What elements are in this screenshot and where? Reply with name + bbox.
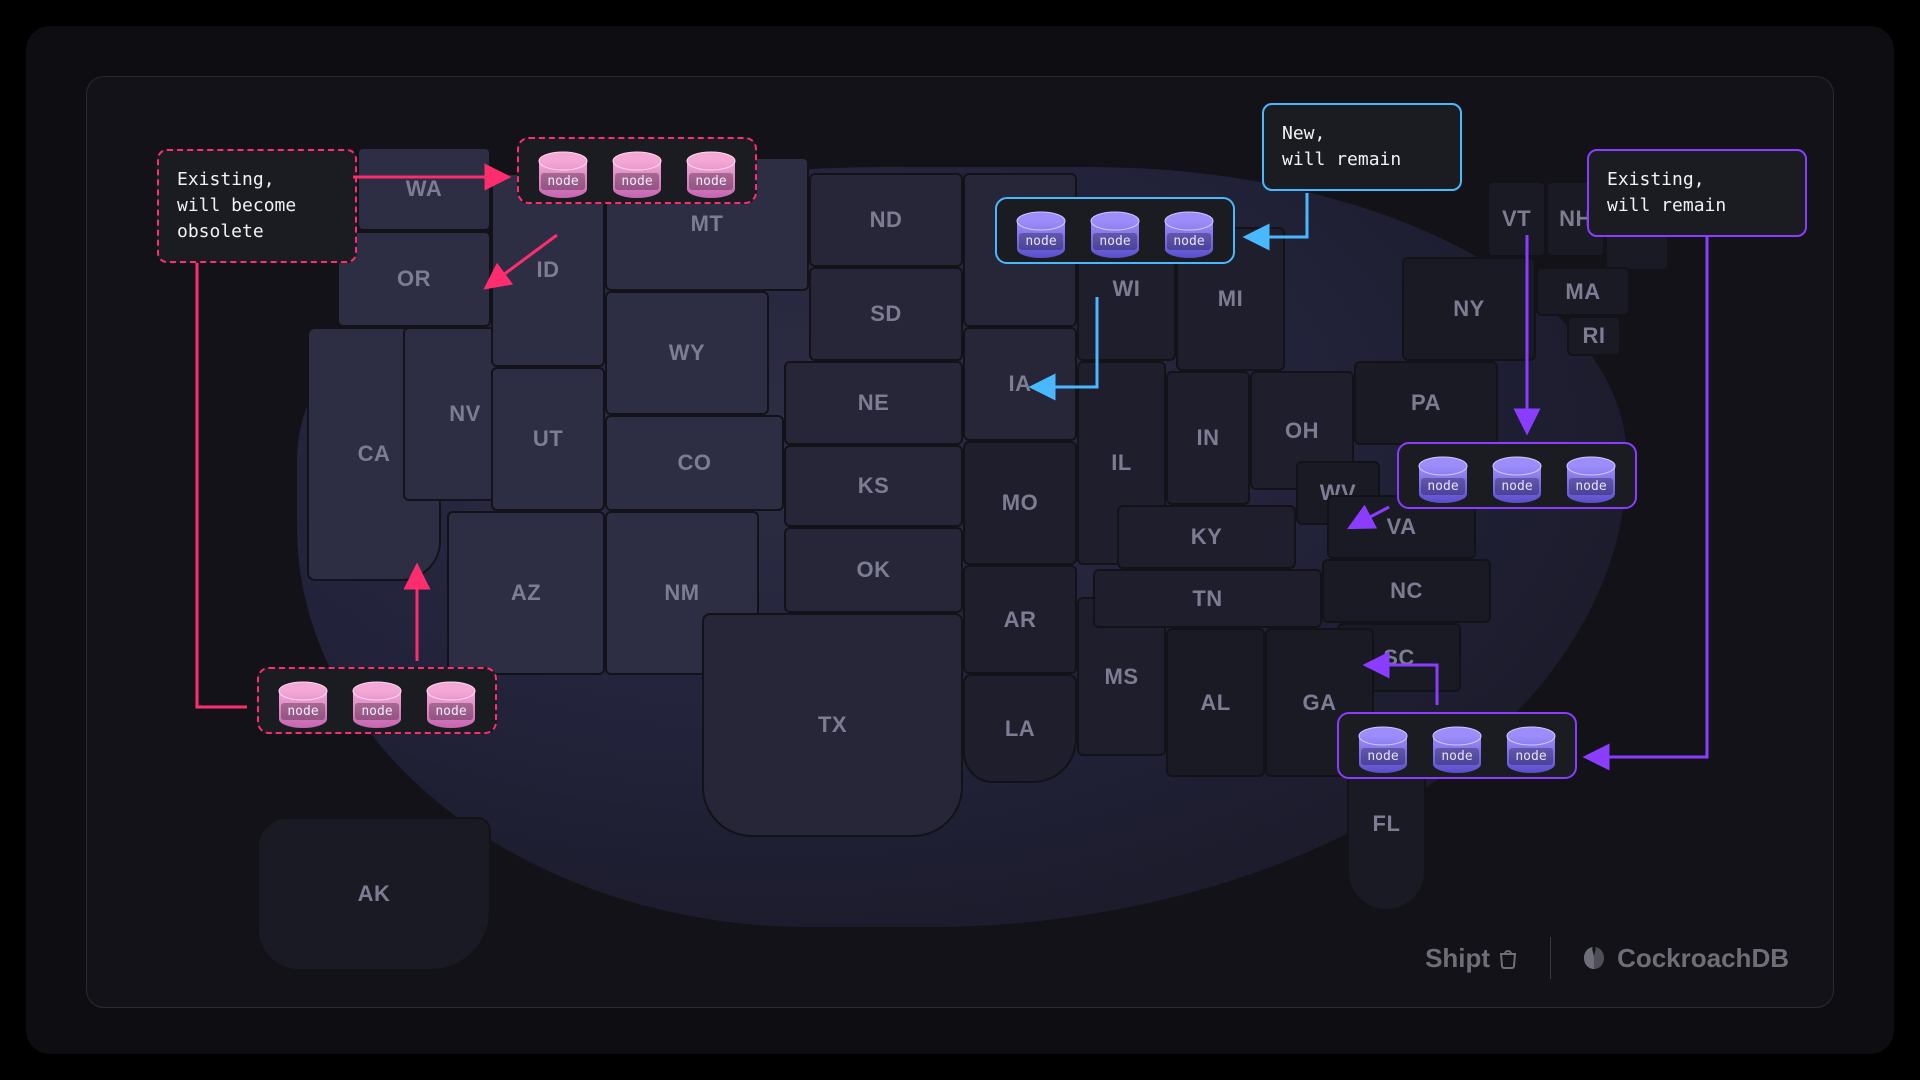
cockroach-icon [1581,943,1607,973]
logo-cockroachdb: CockroachDB [1581,943,1789,974]
state-co: CO [605,415,784,511]
db-node: node [349,681,405,720]
db-node: node [423,681,479,720]
state-ok: OK [784,527,963,613]
cluster-nw: node node node [517,137,757,204]
state-al: AL [1166,628,1265,777]
db-node: node [1563,456,1619,495]
state-nd: ND [809,173,963,267]
state-tx: TX [702,613,963,837]
db-node: node [1489,456,1545,495]
cluster-se: node node node [1337,712,1577,779]
state-wy: WY [605,291,769,415]
callout-line: will become [177,193,337,219]
state-ma: MA [1536,267,1630,316]
callout-line: New, [1282,121,1442,147]
logo-row: Shipt CockroachDB [1425,937,1789,979]
state-sd: SD [809,267,963,361]
callout-line: obsolete [177,219,337,245]
callout-obsolete: Existing, will become obsolete [157,149,357,263]
logo-shipt: Shipt [1425,943,1520,974]
callout-line: will remain [1607,193,1787,219]
state-in: IN [1166,371,1250,505]
state-pa: PA [1354,361,1498,445]
state-ky: KY [1117,505,1296,569]
state-ak: AK [257,817,491,971]
db-node: node [1013,211,1069,250]
state-ri: RI [1567,316,1621,356]
state-ia: IA [963,327,1077,441]
state-tn: TN [1093,569,1322,628]
state-ut: UT [491,367,605,511]
diagram-stage: WA OR CA NV ID MT WY UT AZ NM CO ND SD N… [86,76,1834,1008]
logo-separator [1550,937,1551,979]
state-ks: KS [784,445,963,527]
state-wa: WA [357,147,491,231]
db-node: node [683,151,739,190]
db-node: node [1087,211,1143,250]
state-nc: NC [1322,559,1491,623]
state-vt: VT [1487,181,1546,257]
callout-line: Existing, [177,167,337,193]
state-az: AZ [447,511,605,675]
callout-line: will remain [1282,147,1442,173]
db-node: node [1429,726,1485,765]
shipt-bag-icon [1496,946,1520,970]
cluster-mw: node node node [995,197,1235,264]
db-node: node [275,681,331,720]
db-node: node [1161,211,1217,250]
cluster-ne: node node node [1397,442,1637,509]
db-node: node [1503,726,1559,765]
db-node: node [1355,726,1411,765]
state-mo: MO [963,441,1077,565]
callout-existing-remain: Existing, will remain [1587,149,1807,237]
state-la: LA [963,674,1077,783]
state-ne: NE [784,361,963,445]
state-ny: NY [1402,257,1536,361]
db-node: node [609,151,665,190]
db-node: node [535,151,591,190]
db-node: node [1415,456,1471,495]
cluster-sw: node node node [257,667,497,734]
callout-new-remain: New, will remain [1262,103,1462,191]
callout-line: Existing, [1607,167,1787,193]
state-or: OR [337,231,491,327]
state-ar: AR [963,565,1077,674]
